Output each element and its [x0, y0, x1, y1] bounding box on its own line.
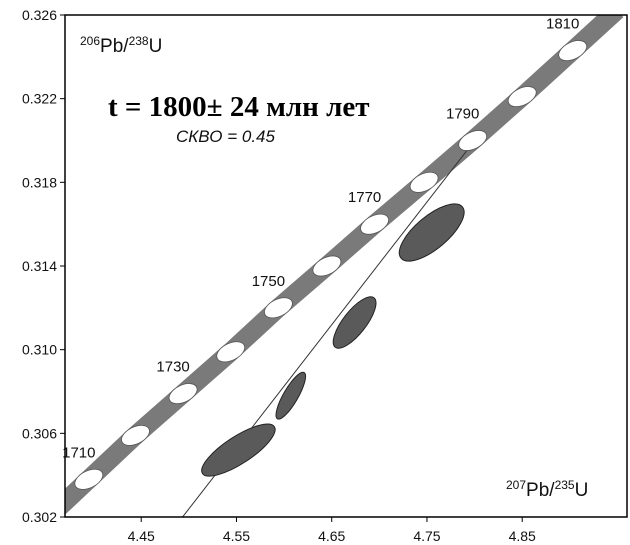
- concordia-age-markers: [74, 40, 588, 490]
- y-axis-title: 206Pb/238U: [80, 34, 162, 57]
- y-axis-title-sup2: 238: [129, 34, 149, 48]
- x-tick-label: 4.85: [509, 528, 536, 544]
- concordia-age-marker: [507, 86, 537, 108]
- y-tick-label: 0.322: [22, 91, 57, 107]
- y-tick-label: 0.318: [22, 174, 57, 190]
- concordia-age-marker: [558, 40, 588, 62]
- error-ellipses: [201, 203, 465, 477]
- x-axis-title-sup2: 235: [555, 478, 575, 492]
- x-axis-title-base2: U: [575, 480, 589, 501]
- concordia-age-label: 1710: [62, 444, 95, 461]
- age-result-annotation: t = 1800± 24 млн лет: [108, 91, 369, 123]
- concordia-age-marker: [216, 341, 246, 363]
- y-tick-label: 0.314: [22, 258, 57, 274]
- concordia-age-marker: [312, 255, 342, 277]
- x-axis-title-base1: Pb/: [526, 480, 555, 501]
- y-axis-ticks: 0.302 0.306 0.310 0.314 0.318 0.322 0.326: [22, 7, 65, 525]
- concordia-age-marker: [74, 468, 104, 490]
- x-axis-title-sup1: 207: [506, 478, 526, 492]
- y-tick-label: 0.326: [22, 7, 57, 23]
- concordia-age-marker: [458, 130, 488, 151]
- error-ellipse: [332, 296, 377, 349]
- error-ellipse: [201, 423, 276, 477]
- concordia-age-marker: [121, 424, 150, 446]
- x-tick-label: 4.55: [223, 528, 250, 544]
- concordia-age-label: 1810: [546, 16, 579, 33]
- error-ellipse: [275, 371, 307, 420]
- concordia-age-label: 1790: [446, 106, 479, 123]
- x-tick-label: 4.65: [318, 528, 345, 544]
- x-axis-title: 207Pb/235U: [506, 478, 588, 501]
- concordia-age-labels: 1710 1730 1750 1770 1790 1810: [62, 16, 579, 462]
- concordia-age-marker: [360, 213, 389, 235]
- concordia-age-label: 1750: [252, 273, 285, 290]
- y-tick-label: 0.310: [22, 342, 57, 358]
- y-tick-label: 0.302: [22, 509, 57, 525]
- x-axis-ticks: 4.45 4.55 4.65 4.75 4.85: [128, 517, 536, 544]
- plot-frame: [64, 14, 628, 518]
- error-ellipse: [398, 203, 465, 262]
- concordia-age-label: 1770: [348, 189, 381, 206]
- concordia-age-label: 1730: [156, 359, 189, 376]
- y-axis-title-base1: Pb/: [100, 36, 129, 57]
- y-tick-label: 0.306: [22, 425, 57, 441]
- mswd-annotation: СКВО = 0.45: [176, 127, 275, 146]
- y-axis-title-sup1: 206: [80, 34, 100, 48]
- concordia-age-marker: [264, 297, 293, 319]
- x-tick-label: 4.75: [413, 528, 440, 544]
- x-tick-label: 4.45: [128, 528, 155, 544]
- concordia-age-marker: [168, 383, 198, 405]
- y-axis-title-base2: U: [149, 36, 163, 57]
- concordia-age-marker: [409, 171, 439, 193]
